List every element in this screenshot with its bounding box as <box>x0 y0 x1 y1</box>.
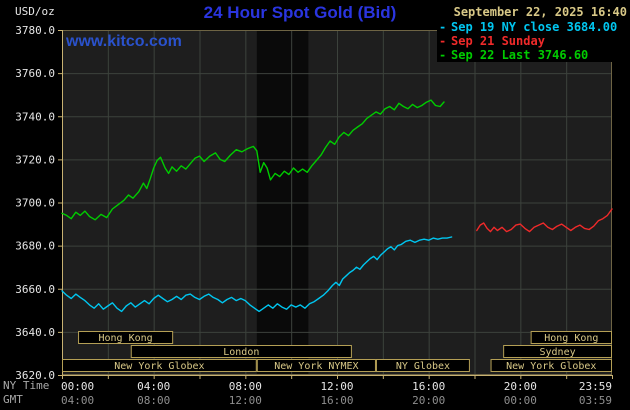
session-box-hong-kong <box>530 331 612 344</box>
y-axis-tick-label: 3760.0 <box>15 67 55 80</box>
session-label-new-york-nymex: New York NYMEX <box>274 361 358 372</box>
session-label-new-york-globex: New York Globex <box>506 361 596 372</box>
legend-label-sep21: Sep 21 Sunday <box>451 34 545 48</box>
x-axis-ny-label: 23:59 <box>579 380 612 393</box>
x-axis-gmt-label: 03:59 <box>579 394 612 407</box>
x-axis-gmt-label: 04:00 <box>61 394 94 407</box>
legend-marker-red: - <box>439 34 447 48</box>
price-line-sep-22-last <box>61 99 445 221</box>
legend-item-sep21-sunday: - Sep 21 Sunday <box>439 34 617 48</box>
x-axis-gmt-label: 12:00 <box>229 394 262 407</box>
x-axis-ny-label: 04:00 <box>137 380 170 393</box>
price-line-sep-19-ny-close <box>61 236 453 313</box>
y-axis-tick-label: 3780.0 <box>15 24 55 37</box>
session-label-hong-kong: Hong Kong <box>99 333 153 344</box>
legend: - Sep 19 NY close 3684.00 - Sep 21 Sunday … <box>437 20 620 62</box>
session-box-new-york-globex <box>62 359 257 372</box>
y-axis-tick-label: 3720.0 <box>15 153 55 166</box>
legend-label-sep22: Sep 22 Last 3746.60 <box>451 48 589 62</box>
session-box-new-york-nymex <box>256 359 376 372</box>
price-line-sep-21-sunday <box>476 208 613 233</box>
x-axis-gmt-label: 16:00 <box>320 394 353 407</box>
session-label-hong-kong: Hong Kong <box>544 333 598 344</box>
session-box-sydney <box>503 345 613 358</box>
x-axis-gmt-label: 20:00 <box>412 394 445 407</box>
y-axis-tick-label: 3700.0 <box>15 197 55 210</box>
x-axis-gmt-label: 08:00 <box>137 394 170 407</box>
session-label-london: London <box>223 347 259 358</box>
y-axis-tick-label: 3740.0 <box>15 110 55 123</box>
session-box-new-york-globex <box>490 359 612 372</box>
x-axis-ny-label: 12:00 <box>320 380 353 393</box>
datetime-label: September 22, 2025 16:40 <box>453 5 627 19</box>
session-label-ny-globex: NY Globex <box>396 361 450 372</box>
x-axis-ny-label: 20:00 <box>504 380 537 393</box>
session-box-hong-kong <box>78 331 174 344</box>
x-axis-gmt-label: 00:00 <box>504 394 537 407</box>
session-label-new-york-globex: New York Globex <box>114 361 204 372</box>
ny-time-axis-label: NY Time <box>3 379 50 392</box>
y-axis-tick-label: 3660.0 <box>15 283 55 296</box>
x-axis-ny-label: 16:00 <box>412 380 445 393</box>
session-box-london <box>130 345 352 358</box>
legend-marker-green: - <box>439 48 447 62</box>
gmt-axis-label: GMT <box>3 393 23 406</box>
session-label-sydney: Sydney <box>540 347 576 358</box>
session-box-ny-globex <box>375 359 470 372</box>
y-axis-unit-label: USD/oz <box>15 5 55 18</box>
chart-title: 24 Hour Spot Gold (Bid) <box>203 3 397 22</box>
legend-marker-cyan: - <box>439 20 447 34</box>
y-axis-tick-label: 3640.0 <box>15 326 55 339</box>
x-axis-ny-label: 08:00 <box>229 380 262 393</box>
legend-label-sep19: Sep 19 NY close 3684.00 <box>451 20 618 34</box>
legend-item-sep19-close: - Sep 19 NY close 3684.00 <box>439 20 617 34</box>
y-axis-tick-label: 3680.0 <box>15 240 55 253</box>
kitco-website-link[interactable]: www.kitco.com <box>66 33 182 50</box>
legend-item-sep22-last: - Sep 22 Last 3746.60 <box>439 48 617 62</box>
y-axis-tick-label: 3620.0 <box>15 369 55 382</box>
x-axis-ny-label: 00:00 <box>61 380 94 393</box>
